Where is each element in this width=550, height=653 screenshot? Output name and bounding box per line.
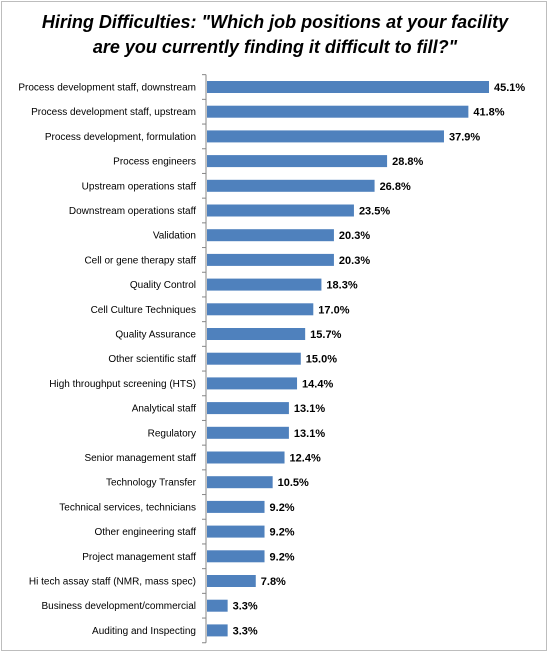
category-label: Quality Assurance	[115, 330, 196, 341]
category-label: Other scientific staff	[108, 354, 196, 365]
bar	[207, 624, 228, 637]
value-label: 12.4%	[290, 453, 321, 465]
bar	[207, 451, 285, 464]
category-label: Upstream operations staff	[82, 181, 197, 192]
value-label: 20.3%	[339, 230, 370, 242]
bar	[207, 204, 354, 217]
bar	[207, 377, 298, 390]
category-label: Process development staff, upstream	[31, 107, 196, 118]
category-label: Technical services, technicians	[59, 502, 196, 513]
value-label: 9.2%	[270, 502, 295, 514]
bar	[207, 550, 265, 563]
category-label: Cell Culture Techniques	[91, 305, 196, 316]
value-label: 13.1%	[294, 428, 325, 440]
bar	[207, 81, 489, 93]
category-label: Process engineers	[113, 157, 196, 168]
value-label: 23.5%	[359, 206, 390, 218]
value-label: 9.2%	[270, 527, 295, 539]
bar	[207, 476, 273, 489]
value-label: 3.3%	[233, 601, 258, 613]
chart-title: Hiring Difficulties: "Which job position…	[0, 10, 550, 60]
value-label: 7.8%	[261, 576, 286, 588]
category-label: Quality Control	[130, 280, 196, 291]
category-label: Senior management staff	[84, 453, 196, 464]
value-label: 9.2%	[270, 551, 295, 563]
category-label: Downstream operations staff	[69, 206, 196, 217]
bar	[207, 253, 334, 266]
bar	[207, 328, 306, 340]
value-label: 20.3%	[339, 255, 370, 267]
value-label: 13.1%	[294, 403, 325, 415]
chart-title-line-1: Hiring Difficulties: "Which job position…	[41, 12, 509, 32]
bar	[207, 575, 256, 587]
bar	[207, 278, 322, 291]
value-label: 10.5%	[278, 477, 309, 489]
category-label: Validation	[153, 231, 196, 242]
bar	[207, 130, 444, 143]
bar	[207, 303, 314, 316]
bar	[207, 402, 289, 415]
value-label: 41.8%	[473, 107, 504, 119]
bar	[207, 352, 301, 365]
category-label: Other engineering staff	[94, 527, 196, 538]
value-label: 17.0%	[318, 304, 349, 316]
category-label: Cell or gene therapy staff	[84, 255, 196, 266]
value-label: 28.8%	[392, 156, 423, 168]
bar	[207, 426, 289, 439]
category-label: Auditing and Inspecting	[92, 626, 196, 637]
value-label: 37.9%	[449, 131, 480, 143]
bar	[207, 155, 388, 168]
chart-title-line-2: are you currently finding it difficult t…	[92, 37, 458, 57]
value-label: 45.1%	[494, 82, 525, 94]
bar	[207, 229, 334, 242]
category-label: Technology Transfer	[106, 478, 197, 489]
category-label: Analytical staff	[132, 404, 197, 415]
value-label: 14.4%	[302, 378, 333, 390]
value-label: 3.3%	[233, 625, 258, 637]
bar	[207, 599, 228, 612]
category-label: Process development staff, downstream	[18, 83, 196, 94]
category-label: Regulatory	[148, 428, 196, 439]
bar	[207, 105, 469, 118]
bar	[207, 525, 265, 538]
category-label: Process development, formulation	[45, 132, 196, 143]
category-label: Business development/commercial	[41, 601, 196, 612]
value-label: 15.0%	[306, 354, 337, 366]
bar	[207, 179, 375, 192]
value-label: 15.7%	[310, 329, 341, 341]
value-label: 26.8%	[380, 181, 411, 193]
bar	[207, 500, 265, 513]
category-label: Hi tech assay staff (NMR, mass spec)	[29, 577, 196, 588]
value-label: 18.3%	[326, 280, 357, 292]
category-label: High throughput screening (HTS)	[49, 379, 196, 390]
category-label: Project management staff	[82, 552, 196, 563]
